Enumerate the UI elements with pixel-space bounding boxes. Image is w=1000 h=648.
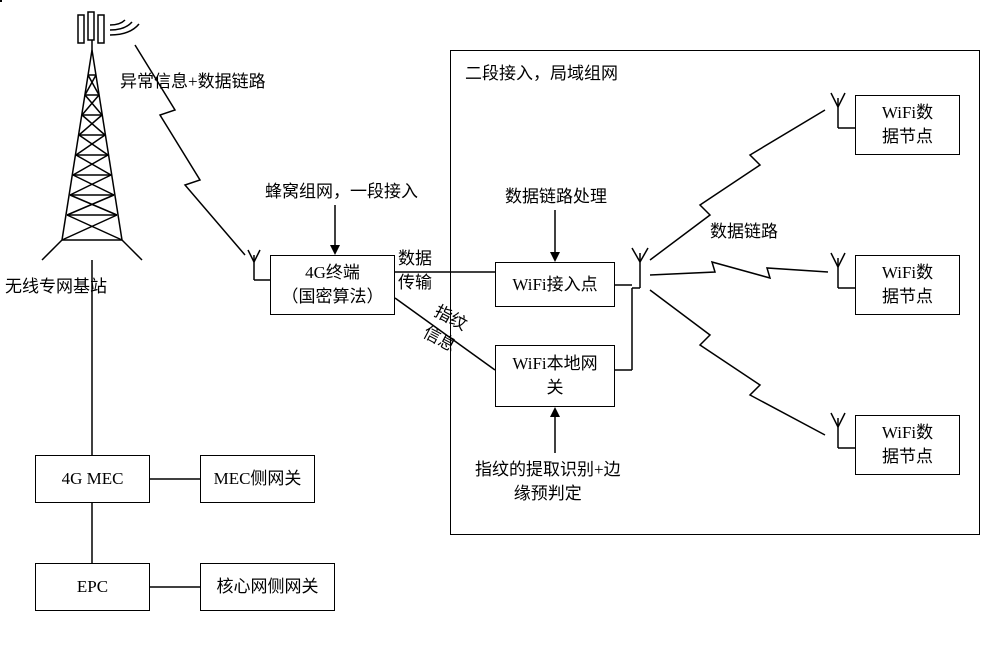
box-wifi-node-3: WiFi数 据节点 bbox=[855, 415, 960, 475]
label-wifi-node-3b: 据节点 bbox=[882, 445, 933, 469]
label-wifi-node-2b: 据节点 bbox=[882, 285, 933, 309]
label-data-trans: 数据 传输 bbox=[398, 247, 432, 295]
box-epc: EPC bbox=[35, 563, 150, 611]
label-data-link: 数据链路 bbox=[710, 220, 778, 244]
box-wifi-gateway: WiFi本地网 关 bbox=[495, 345, 615, 407]
label-4g-mec: 4G MEC bbox=[62, 467, 124, 491]
box-4g-mec: 4G MEC bbox=[35, 455, 150, 503]
label-base-station: 无线专网基站 bbox=[5, 275, 107, 299]
label-wifi-node-3a: WiFi数 bbox=[882, 421, 933, 445]
label-4g-terminal-1: 4G终端 bbox=[305, 261, 360, 285]
label-wifi-ap: WiFi接入点 bbox=[512, 273, 597, 297]
box-wifi-node-1: WiFi数 据节点 bbox=[855, 95, 960, 155]
tower-icon bbox=[42, 12, 142, 260]
label-finger-extract: 指纹的提取识别+边 缘预判定 bbox=[475, 458, 621, 506]
label-cellular: 蜂窝组网，一段接入 bbox=[265, 180, 418, 204]
label-wifi-gateway-2: 关 bbox=[547, 376, 564, 400]
local-network-box bbox=[0, 0, 2, 2]
box-core-gateway: 核心网侧网关 bbox=[200, 563, 335, 611]
box-4g-terminal: 4G终端 （国密算法） bbox=[270, 255, 395, 315]
box-wifi-ap: WiFi接入点 bbox=[495, 262, 615, 307]
label-mec-gateway: MEC侧网关 bbox=[214, 467, 302, 491]
box-mec-gateway: MEC侧网关 bbox=[200, 455, 315, 503]
label-wifi-gateway-1: WiFi本地网 bbox=[512, 352, 597, 376]
label-wifi-node-1b: 据节点 bbox=[882, 125, 933, 149]
label-core-gateway: 核心网侧网关 bbox=[217, 575, 319, 599]
label-4g-terminal-2: （国密算法） bbox=[282, 285, 384, 309]
label-local-title: 二段接入，局域组网 bbox=[465, 62, 618, 86]
label-wifi-node-1a: WiFi数 bbox=[882, 101, 933, 125]
box-wifi-node-2: WiFi数 据节点 bbox=[855, 255, 960, 315]
label-anomaly-link: 异常信息+数据链路 bbox=[120, 70, 266, 94]
label-wifi-node-2a: WiFi数 bbox=[882, 261, 933, 285]
label-epc: EPC bbox=[77, 575, 108, 599]
label-data-link-proc: 数据链路处理 bbox=[505, 185, 607, 209]
